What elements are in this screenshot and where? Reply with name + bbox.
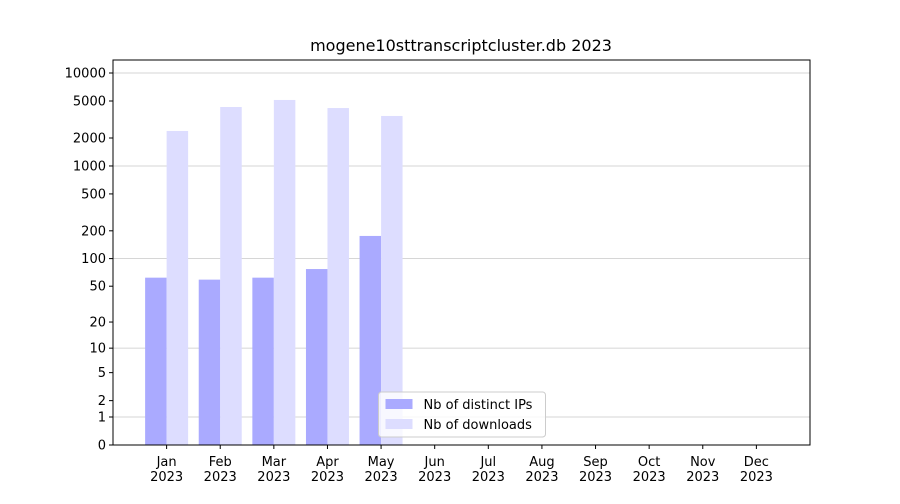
bar <box>145 277 167 445</box>
chart-title: mogene10sttranscriptcluster.db 2023 <box>310 36 612 55</box>
legend: Nb of distinct IPs Nb of downloads <box>378 391 546 438</box>
x-tick-label: 2023 <box>257 470 290 485</box>
bar <box>166 130 189 446</box>
y-tick-label: 1 <box>98 411 106 426</box>
y-tick-label: 2000 <box>73 131 106 146</box>
bar <box>381 115 403 445</box>
x-tick-label: Jul <box>479 455 496 470</box>
bar <box>198 279 221 445</box>
bar <box>220 106 242 445</box>
legend-box <box>378 391 546 438</box>
y-tick-label: 10000 <box>65 67 106 82</box>
x-tick-label: Oct <box>638 455 660 470</box>
x-tick-label: 2023 <box>204 470 237 485</box>
x-tick-label: 2023 <box>311 470 344 485</box>
bar <box>359 235 382 445</box>
y-tick-label: 5000 <box>73 94 106 109</box>
y-tick-label: 20 <box>89 316 106 331</box>
x-tick-label: Mar <box>262 455 287 470</box>
y-tick-label: 2 <box>98 394 106 409</box>
y-tick-label: 10 <box>89 342 106 357</box>
x-tick-label: Jan <box>156 455 177 470</box>
bar <box>252 277 274 445</box>
y-tick-label: 1000 <box>73 159 106 174</box>
bar <box>305 269 328 445</box>
x-tick-label: Apr <box>316 455 339 470</box>
x-tick-label: 2023 <box>365 470 398 485</box>
x-tick-label: 2023 <box>525 470 558 485</box>
y-tick-label: 200 <box>81 224 106 239</box>
x-tick-label: Aug <box>529 455 554 470</box>
bar <box>327 108 349 445</box>
x-tick-label: 2023 <box>418 470 451 485</box>
legend-swatch <box>385 419 413 429</box>
x-tick-label: 2023 <box>633 470 666 485</box>
x-tick-label: Jun <box>424 455 445 470</box>
x-tick-label: 2023 <box>150 470 183 485</box>
legend-label: Nb of downloads <box>424 418 533 433</box>
legend-swatch <box>385 399 413 409</box>
x-tick-label: May <box>368 455 395 470</box>
bar <box>273 99 296 446</box>
x-tick-label: 2023 <box>686 470 719 485</box>
x-tick-label: Sep <box>583 455 608 470</box>
y-tick-label: 5 <box>98 366 106 381</box>
y-tick-label: 50 <box>89 280 106 295</box>
y-tick-label: 100 <box>81 252 106 267</box>
x-tick-label: Nov <box>690 455 716 470</box>
plot-frame <box>112 59 811 446</box>
x-tick-label: 2023 <box>579 470 612 485</box>
x-tick-label: Feb <box>209 455 232 470</box>
legend-label: Nb of distinct IPs <box>424 398 533 413</box>
y-tick-label: 0 <box>98 439 106 454</box>
x-tick-label: 2023 <box>740 470 773 485</box>
x-tick-label: Dec <box>744 455 769 470</box>
x-tick-label: 2023 <box>472 470 505 485</box>
y-tick-label: 500 <box>81 187 106 202</box>
